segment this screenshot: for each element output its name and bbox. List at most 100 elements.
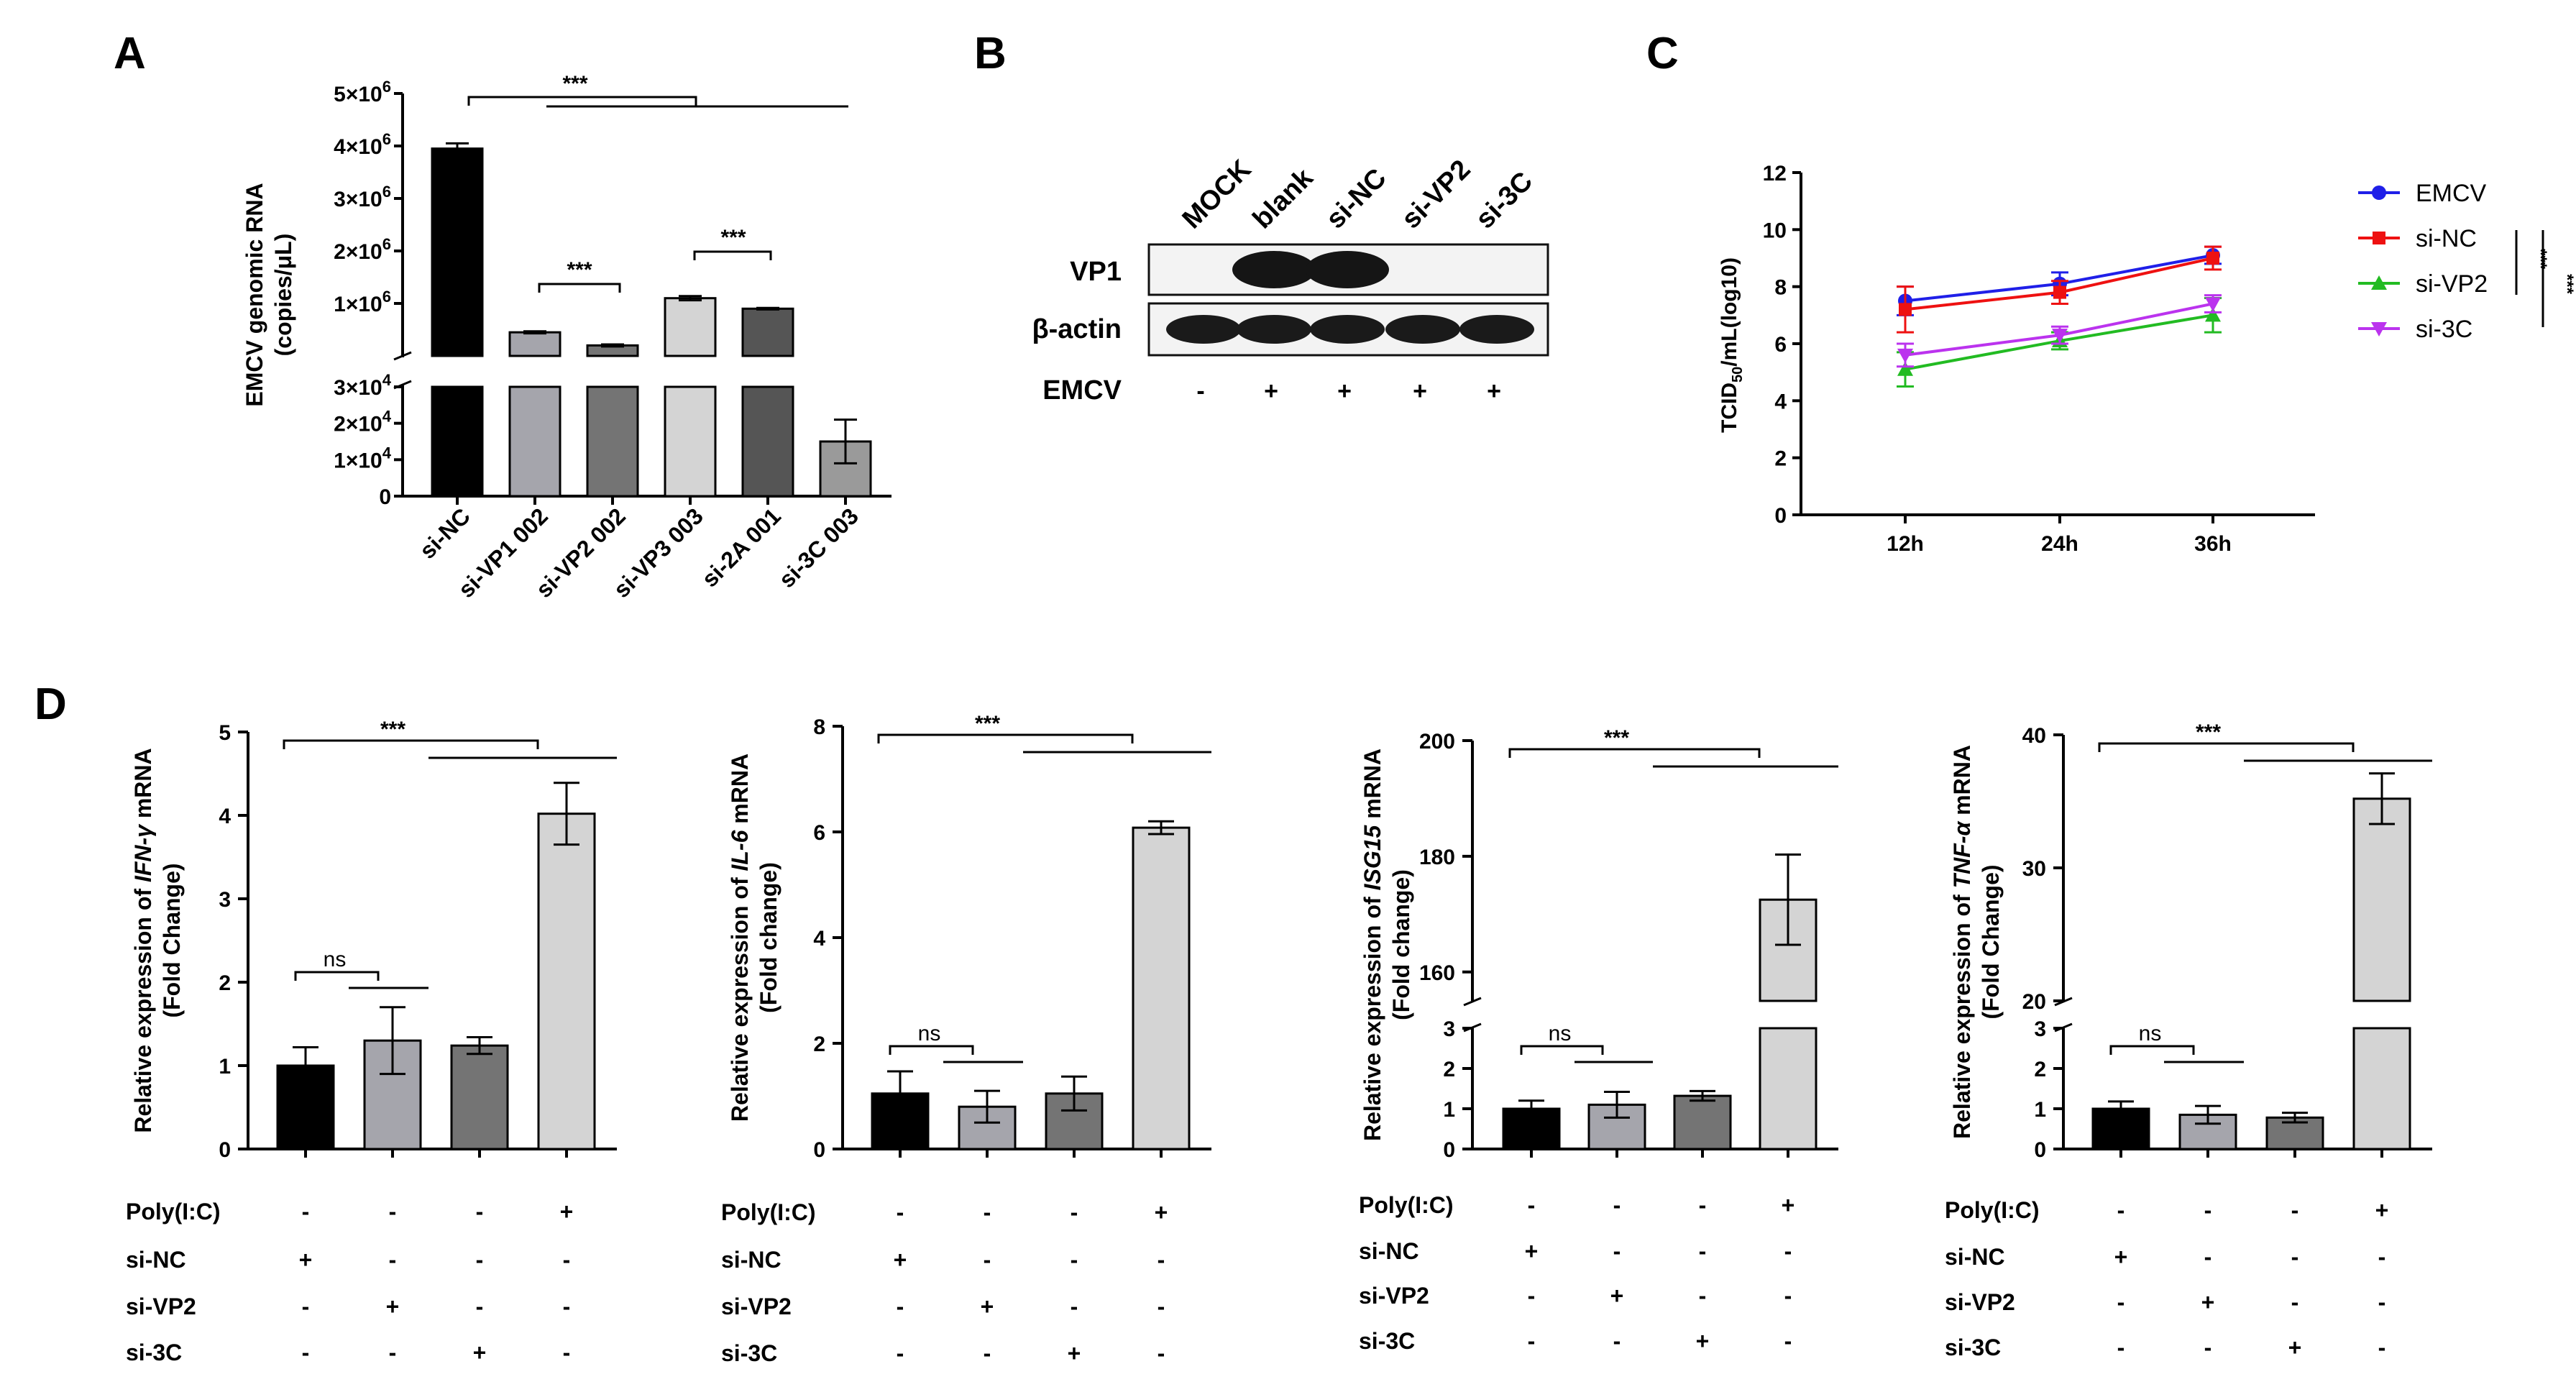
ns-label: ns	[1549, 1022, 1572, 1045]
treatment-mark: -	[389, 1340, 397, 1365]
panel-label-c: C	[1646, 29, 1679, 78]
bar-lower	[2352, 1027, 2411, 1150]
treatment-mark: +	[1337, 377, 1352, 405]
y-title-line2: (Fold change)	[1388, 869, 1414, 1020]
treatment-mark: -	[1071, 1294, 1078, 1319]
tick-base: 2×10	[334, 240, 382, 264]
lane-label: si-NC	[1321, 162, 1393, 234]
treatment-mark: +	[1264, 377, 1278, 405]
treatment-mark: -	[984, 1340, 991, 1366]
tick-base: 5×10	[334, 83, 382, 106]
bar-upper-si-2A 001	[741, 307, 794, 357]
y-tick-label: 180	[1419, 846, 1455, 869]
tick-exponent: 6	[382, 183, 391, 201]
treatment-mark: -	[1699, 1192, 1707, 1218]
treatment-mark: +	[2201, 1289, 2215, 1315]
y-tick-label: 0	[2034, 1138, 2046, 1162]
treatment-mark: -	[302, 1340, 310, 1365]
y-tick-label: 0	[219, 1138, 231, 1162]
actin-band	[1166, 315, 1241, 344]
y-tick-label: 6	[813, 821, 825, 845]
panel-c-line-chart: C 0 2 4 6 8 10 12 12h 24h 36h TCID50/mL(log10) EMCV s…	[1646, 29, 2576, 556]
lane-label: si-VP2	[1396, 155, 1477, 235]
panel-d-chart-ISG15: Relative expression of ISG15 mRNA(Fold c…	[1359, 726, 1838, 1354]
treatment-mark: -	[1158, 1294, 1165, 1319]
x-tick-label: 36h	[2194, 532, 2232, 556]
sig-bracket	[1508, 748, 1761, 758]
y-title-prefix: Relative expression of	[727, 871, 753, 1122]
bar-lower-si-VP3 003	[664, 385, 717, 498]
treatment-mark: +	[1696, 1328, 1710, 1354]
y-axis-title-line2: (copies/μL)	[270, 234, 296, 357]
treatment-mark: +	[1610, 1283, 1624, 1309]
sig-label: ***	[562, 72, 587, 96]
y-title-line1: Relative expression of IL-6 mRNA	[727, 754, 753, 1122]
y-title-line2: (Fold Change)	[159, 863, 185, 1017]
y-title-sub: 50	[1730, 367, 1746, 383]
point-si-VP2	[2205, 307, 2221, 322]
vp1-band	[1232, 251, 1316, 288]
y-tick-label: 2×104	[334, 408, 392, 436]
treatment-mark: -	[984, 1247, 991, 1273]
treatment-mark: -	[897, 1294, 904, 1319]
treatment-mark: -	[389, 1247, 397, 1273]
treatment-mark: -	[2204, 1335, 2212, 1360]
y-axis-title: TCID50/mL(log10)	[1718, 257, 1746, 433]
treatment-row-label: si-3C	[1359, 1328, 1415, 1354]
bar-upper-si-NC	[431, 147, 484, 357]
treatment-mark: -	[2117, 1197, 2125, 1223]
sig-label: ***	[380, 718, 405, 741]
treatment-mark: -	[2117, 1289, 2125, 1315]
ns-label: ns	[2139, 1022, 2162, 1045]
treatment-mark: +	[894, 1247, 907, 1273]
y-tick-label: 4	[1774, 390, 1787, 413]
bar-lower	[1759, 1027, 1818, 1150]
y-tick-label: 4×106	[334, 130, 391, 159]
y-title-suffix: mRNA	[1949, 745, 1975, 822]
y-tick-label: 30	[2022, 857, 2046, 881]
vp1-band	[1306, 251, 1389, 288]
treatment-mark: -	[1784, 1328, 1792, 1354]
treatment-mark: +	[2114, 1244, 2128, 1270]
treatment-mark: +	[1413, 377, 1427, 405]
lane-label: si-3C	[1470, 166, 1539, 234]
treatment-mark: +	[1068, 1340, 1081, 1366]
y-tick-label: 1	[2034, 1098, 2046, 1122]
bar	[450, 1044, 509, 1150]
y-title-line2: (Fold Change)	[1978, 864, 2004, 1019]
y-tick-label: 1	[219, 1055, 231, 1079]
y-tick-label: 1×104	[334, 444, 392, 472]
tick-exponent: 4	[382, 371, 392, 389]
y-tick-label: 3×106	[334, 183, 391, 211]
x-tick-label: 24h	[2041, 532, 2078, 556]
panel-d-chart-IFN-γ: Relative expression of IFN-γ mRNA(Fold C…	[126, 718, 617, 1365]
y-tick-label: 5×106	[334, 78, 391, 106]
sig-bracket	[877, 733, 1134, 743]
treatment-mark: +	[2288, 1335, 2302, 1360]
treatment-mark: +	[1155, 1199, 1168, 1225]
treatment-mark: -	[2204, 1197, 2212, 1223]
tick-base: 1×10	[334, 449, 382, 472]
legend-marker	[2371, 322, 2387, 337]
y-title-gene: IL-6	[727, 830, 753, 871]
actin-band	[1459, 315, 1534, 344]
panel-a-bar-chart: A1×1062×1063×1064×1065×10601×1042×1043×1…	[114, 29, 891, 603]
treatment-row-label: si-3C	[721, 1340, 777, 1366]
y-tick-label: 2	[1443, 1058, 1455, 1081]
point-si-3C	[1897, 348, 1913, 363]
tick-exponent: 6	[382, 78, 391, 96]
tick-base: 4×10	[334, 135, 382, 159]
sig-label: ***	[2196, 720, 2221, 744]
y-axis-title-line1: EMCV genomic RNA	[242, 183, 267, 406]
legend-label: si-3C	[2416, 316, 2472, 343]
y-tick-label: 2	[219, 971, 231, 995]
row-label-vp1: VP1	[1070, 257, 1122, 287]
tick-exponent: 4	[382, 444, 392, 462]
treatment-mark: -	[302, 1199, 310, 1225]
y-tick-label: 2×106	[334, 235, 391, 264]
ns-label: ns	[918, 1022, 941, 1045]
treatment-mark: -	[1528, 1328, 1536, 1354]
treatment-mark: -	[2291, 1244, 2299, 1270]
y-title-line1: Relative expression of ISG15 mRNA	[1360, 749, 1385, 1141]
y-tick-label: 0	[379, 485, 391, 509]
